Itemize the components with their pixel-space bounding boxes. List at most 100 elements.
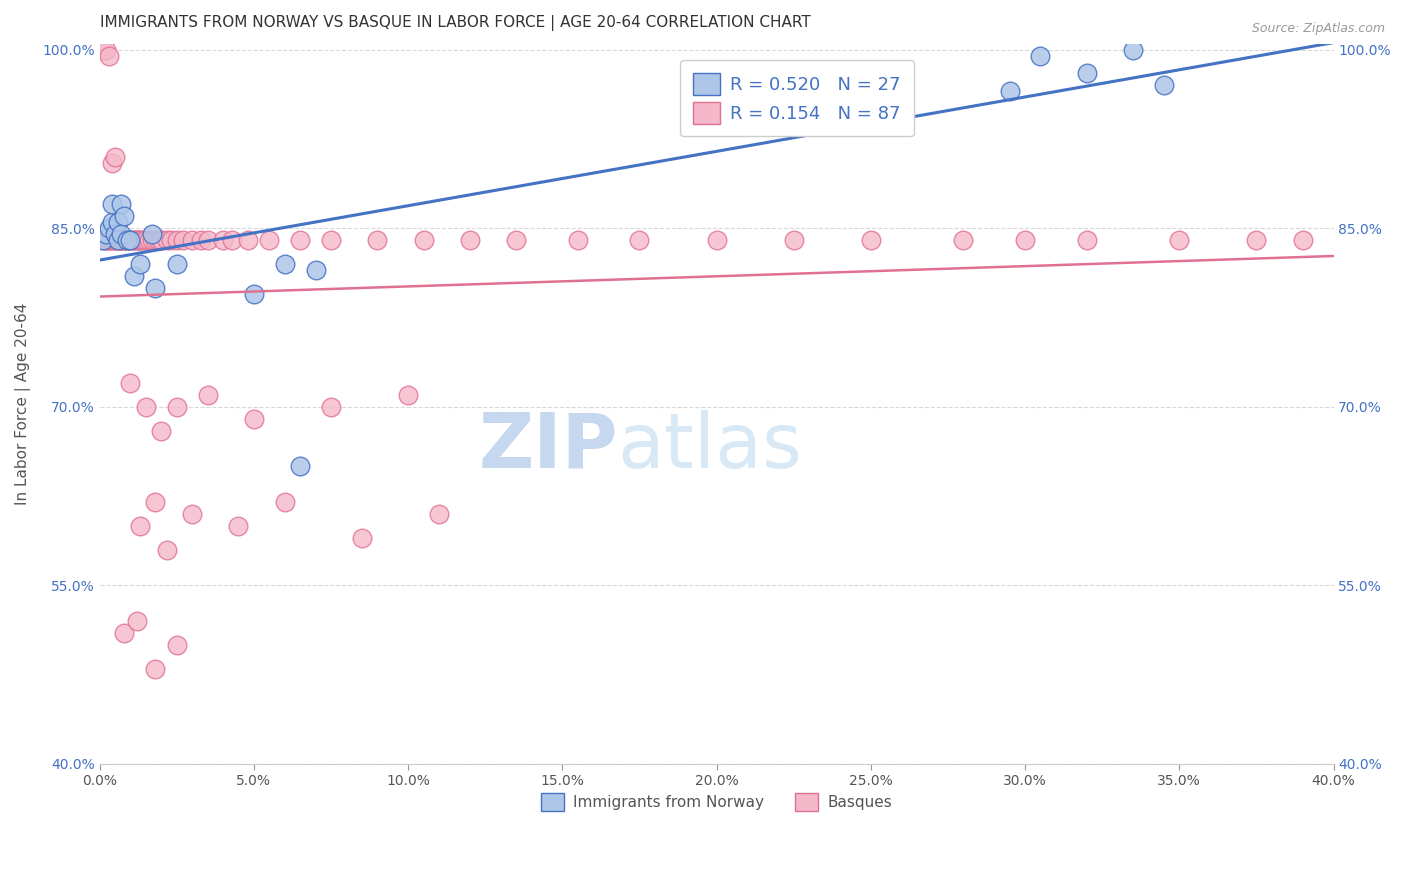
Point [112, 209, 135, 223]
Point [1292, 233, 1315, 247]
Point [101, 215, 124, 229]
Point [1076, 66, 1098, 80]
Point [567, 233, 589, 247]
Point [273, 257, 295, 271]
Point [107, 215, 129, 229]
Point [181, 233, 204, 247]
Point [141, 233, 163, 247]
Point [112, 626, 135, 640]
Point [94, 233, 117, 247]
Point [1076, 233, 1098, 247]
Point [148, 233, 170, 247]
Point [97, 233, 120, 247]
Point [117, 233, 139, 247]
Point [1122, 43, 1144, 57]
Point [143, 662, 166, 676]
Point [150, 233, 173, 247]
Point [112, 233, 135, 247]
Point [120, 233, 142, 247]
Point [135, 233, 157, 247]
Y-axis label: In Labor Force | Age 20-64: In Labor Force | Age 20-64 [15, 302, 31, 505]
Point [150, 233, 173, 247]
Point [859, 233, 882, 247]
Point [117, 233, 139, 247]
Point [156, 233, 179, 247]
Point [181, 507, 204, 521]
Point [396, 388, 419, 402]
Point [135, 400, 157, 414]
Point [706, 233, 728, 247]
Point [166, 638, 188, 652]
Point [288, 233, 311, 247]
Point [221, 233, 243, 247]
Point [94, 227, 117, 241]
Point [120, 233, 142, 247]
Point [110, 197, 132, 211]
Point [952, 233, 974, 247]
Point [104, 227, 127, 241]
Point [366, 233, 388, 247]
Point [159, 233, 181, 247]
Point [143, 281, 166, 295]
Point [319, 400, 342, 414]
Point [101, 233, 124, 247]
Point [138, 233, 160, 247]
Point [94, 233, 117, 247]
Point [143, 495, 166, 509]
Point [120, 376, 142, 390]
Text: atlas: atlas [617, 410, 803, 484]
Point [243, 286, 266, 301]
Point [125, 614, 148, 628]
Point [94, 43, 117, 57]
Point [125, 233, 148, 247]
Point [110, 233, 132, 247]
Point [112, 233, 135, 247]
Point [122, 233, 145, 247]
Point [1246, 233, 1268, 247]
Point [1029, 48, 1052, 62]
Point [91, 43, 114, 57]
Point [112, 233, 135, 247]
Point [97, 48, 120, 62]
Point [110, 233, 132, 247]
Point [141, 227, 163, 241]
Point [197, 233, 219, 247]
Point [101, 155, 124, 169]
Point [166, 257, 188, 271]
Point [97, 221, 120, 235]
Point [107, 233, 129, 247]
Point [998, 84, 1021, 98]
Point [104, 233, 127, 247]
Point [319, 233, 342, 247]
Point [412, 233, 434, 247]
Point [243, 411, 266, 425]
Point [128, 257, 150, 271]
Point [288, 459, 311, 474]
Point [197, 388, 219, 402]
Point [458, 233, 481, 247]
Point [628, 233, 651, 247]
Point [190, 233, 212, 247]
Legend: Immigrants from Norway, Basques: Immigrants from Norway, Basques [536, 787, 898, 817]
Point [107, 233, 129, 247]
Point [236, 233, 259, 247]
Point [172, 233, 194, 247]
Point [1153, 78, 1175, 93]
Point [107, 233, 129, 247]
Point [1014, 233, 1036, 247]
Point [122, 233, 145, 247]
Point [110, 227, 132, 241]
Point [101, 233, 124, 247]
Point [91, 233, 114, 247]
Point [101, 197, 124, 211]
Point [128, 233, 150, 247]
Point [350, 531, 373, 545]
Point [128, 518, 150, 533]
Point [427, 507, 450, 521]
Point [122, 268, 145, 283]
Point [91, 233, 114, 247]
Point [97, 233, 120, 247]
Text: ZIP: ZIP [478, 410, 617, 484]
Point [259, 233, 281, 247]
Point [304, 262, 326, 277]
